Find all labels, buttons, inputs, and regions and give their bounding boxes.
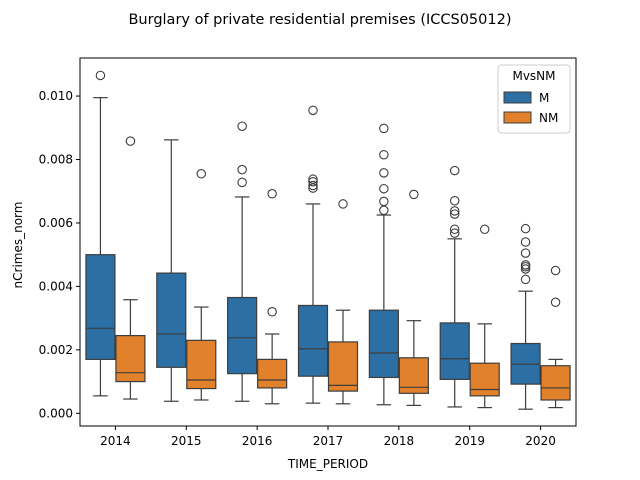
- y-axis: 0.000 0.002 0.004 0.006 0.008 0.010: [39, 89, 80, 420]
- box-NM-2018: [398, 189, 429, 406]
- outlier-point: [479, 224, 490, 235]
- outlier-point: [449, 228, 460, 238]
- outlier-point: [520, 264, 531, 274]
- outlier-point: [237, 164, 247, 175]
- box-NM-2015: [186, 169, 217, 401]
- outlier-point: [550, 265, 561, 276]
- box-iqr: [257, 358, 288, 389]
- outlier-point: [449, 224, 460, 235]
- outlier-point: [449, 165, 460, 176]
- outlier-point: [379, 168, 389, 178]
- outlier-point: [449, 196, 460, 206]
- box-M-2017: [297, 105, 329, 404]
- box-iqr: [540, 365, 571, 401]
- outlier-point: [520, 237, 531, 247]
- legend-label-M: M: [539, 91, 549, 105]
- outlier-point: [449, 206, 460, 216]
- outlier-point: [379, 196, 389, 207]
- box-iqr: [439, 322, 470, 380]
- outlier-point: [308, 180, 318, 191]
- outlier-point: [308, 174, 318, 184]
- outlier-point: [379, 150, 389, 160]
- legend-label-NM: NM: [539, 111, 558, 125]
- outlier-point: [237, 177, 247, 188]
- outlier-point: [550, 297, 561, 308]
- y-tick-label: 0.010: [39, 89, 73, 103]
- x-tick-label: 2015: [171, 434, 202, 448]
- box-M-2018: [368, 123, 399, 406]
- box-M-2016: [227, 121, 258, 402]
- outlier-point: [237, 121, 247, 131]
- box-iqr: [156, 272, 187, 368]
- box-iqr: [368, 309, 399, 379]
- box-iqr: [297, 304, 329, 377]
- legend-swatch-NM: [503, 111, 532, 124]
- box-NM-2019: [469, 224, 500, 409]
- outlier-point: [379, 205, 389, 216]
- x-axis: 2014 2015 2016 2017 2018 2019 2020: [100, 426, 556, 448]
- outlier-point: [409, 189, 419, 200]
- box-iqr: [115, 334, 146, 383]
- x-tick-label: 2020: [525, 434, 556, 448]
- outlier-point: [267, 307, 277, 317]
- y-tick-label: 0.006: [39, 216, 73, 230]
- box-M-2015: [156, 139, 187, 402]
- outlier-point: [520, 260, 531, 270]
- outlier-point: [520, 248, 531, 258]
- legend-title: MvsNM: [512, 69, 555, 83]
- y-axis-label: nCrimes_norm: [11, 202, 25, 289]
- x-tick-label: 2016: [242, 434, 273, 448]
- outlier-point: [449, 209, 460, 219]
- outlier-point: [379, 123, 389, 134]
- outlier-point: [267, 189, 277, 199]
- outlier-point: [308, 176, 318, 187]
- box-NM-2014: [115, 136, 146, 400]
- y-tick-label: 0.008: [39, 153, 73, 167]
- legend: MvsNM M NM: [497, 64, 571, 134]
- x-tick-label: 2019: [454, 434, 485, 448]
- x-tick-label: 2018: [384, 434, 415, 448]
- outlier-point: [338, 199, 348, 209]
- outlier-point: [125, 136, 136, 146]
- x-tick-label: 2014: [100, 434, 131, 448]
- outlier-point: [196, 169, 207, 179]
- y-tick-label: 0.000: [39, 406, 73, 420]
- box-iqr: [469, 362, 500, 397]
- chart-title: Burglary of private residential premises…: [128, 12, 511, 28]
- outlier-point: [95, 70, 106, 81]
- y-tick-label: 0.004: [39, 279, 73, 293]
- box-iqr: [227, 296, 258, 375]
- outlier-point: [308, 105, 318, 116]
- x-tick-label: 2017: [313, 434, 344, 448]
- outlier-point: [520, 223, 531, 234]
- outlier-point: [520, 274, 531, 285]
- legend-swatch-M: [503, 91, 532, 104]
- box-M-2014: [85, 70, 116, 397]
- y-tick-label: 0.002: [39, 343, 73, 357]
- outlier-point: [379, 183, 389, 194]
- box-NM-2016: [257, 189, 288, 405]
- box-iqr: [85, 254, 116, 360]
- box-NM-2020: [540, 265, 571, 409]
- box-iqr: [398, 357, 429, 394]
- box-iqr: [327, 341, 359, 392]
- box-M-2020: [510, 223, 541, 410]
- plot-area: [79, 57, 577, 427]
- x-axis-label: TIME_PERIOD: [287, 457, 368, 471]
- box-iqr: [186, 339, 217, 390]
- box-M-2019: [439, 165, 470, 408]
- box-NM-2017: [327, 199, 359, 405]
